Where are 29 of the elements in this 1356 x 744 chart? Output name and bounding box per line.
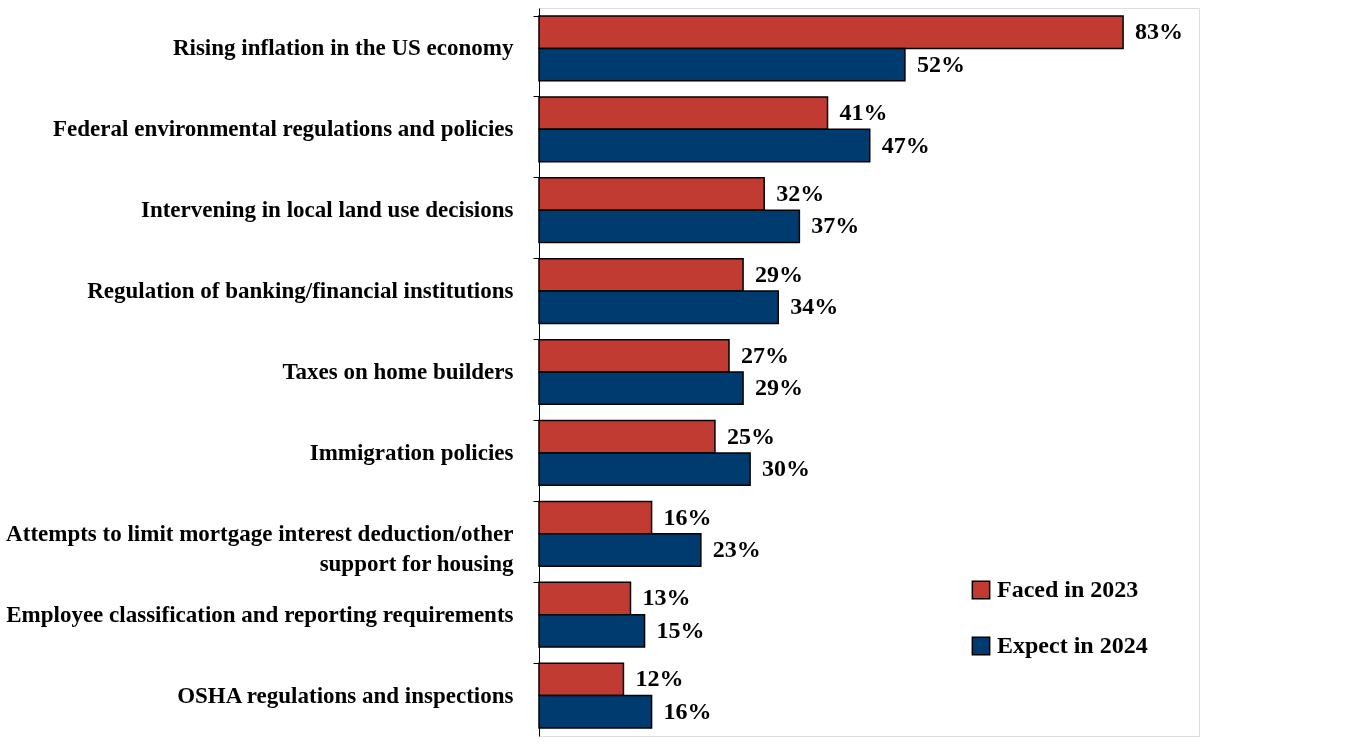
data-label: 29% [755,260,804,287]
y-tick-label: Rising inflation in the US economy [172,35,514,61]
y-tick-label: Immigration policies [309,439,514,465]
data-label: 12% [635,665,684,692]
data-label: 23% [712,535,761,562]
data-label: 15% [656,616,705,643]
data-label: 29% [755,374,804,401]
data-label: 47% [881,131,930,158]
y-tick-label: Federal environmental regulations and policies [53,116,514,142]
data-label: 83% [1135,18,1184,45]
legend-label: Faced in 2023 [997,576,1139,602]
data-label: 52% [916,50,965,77]
data-label: 30% [762,455,811,482]
y-tick-label: OSHA regulations and inspections [177,682,514,708]
y-tick-label: Attempts to limit mortgage interest deduction/other support for housing [6,520,514,576]
data-label: 13% [642,584,691,611]
y-tick-label: Employee classification and reporting requirements [6,601,514,627]
y-tick-label: Intervening in local land use decisions [140,197,514,223]
data-label: 32% [776,180,825,207]
data-label: 16% [663,503,712,530]
data-label: 25% [726,422,775,449]
data-label: 16% [663,697,712,724]
legend-label: Expect in 2024 [997,632,1148,658]
y-tick-label: Taxes on home builders [282,359,514,384]
data-label: 34% [790,293,839,320]
y-tick-label: Regulation of banking/financial institutions [87,278,514,304]
data-label: 41% [839,99,888,126]
data-label: 37% [811,212,860,239]
data-label: 27% [741,341,789,368]
